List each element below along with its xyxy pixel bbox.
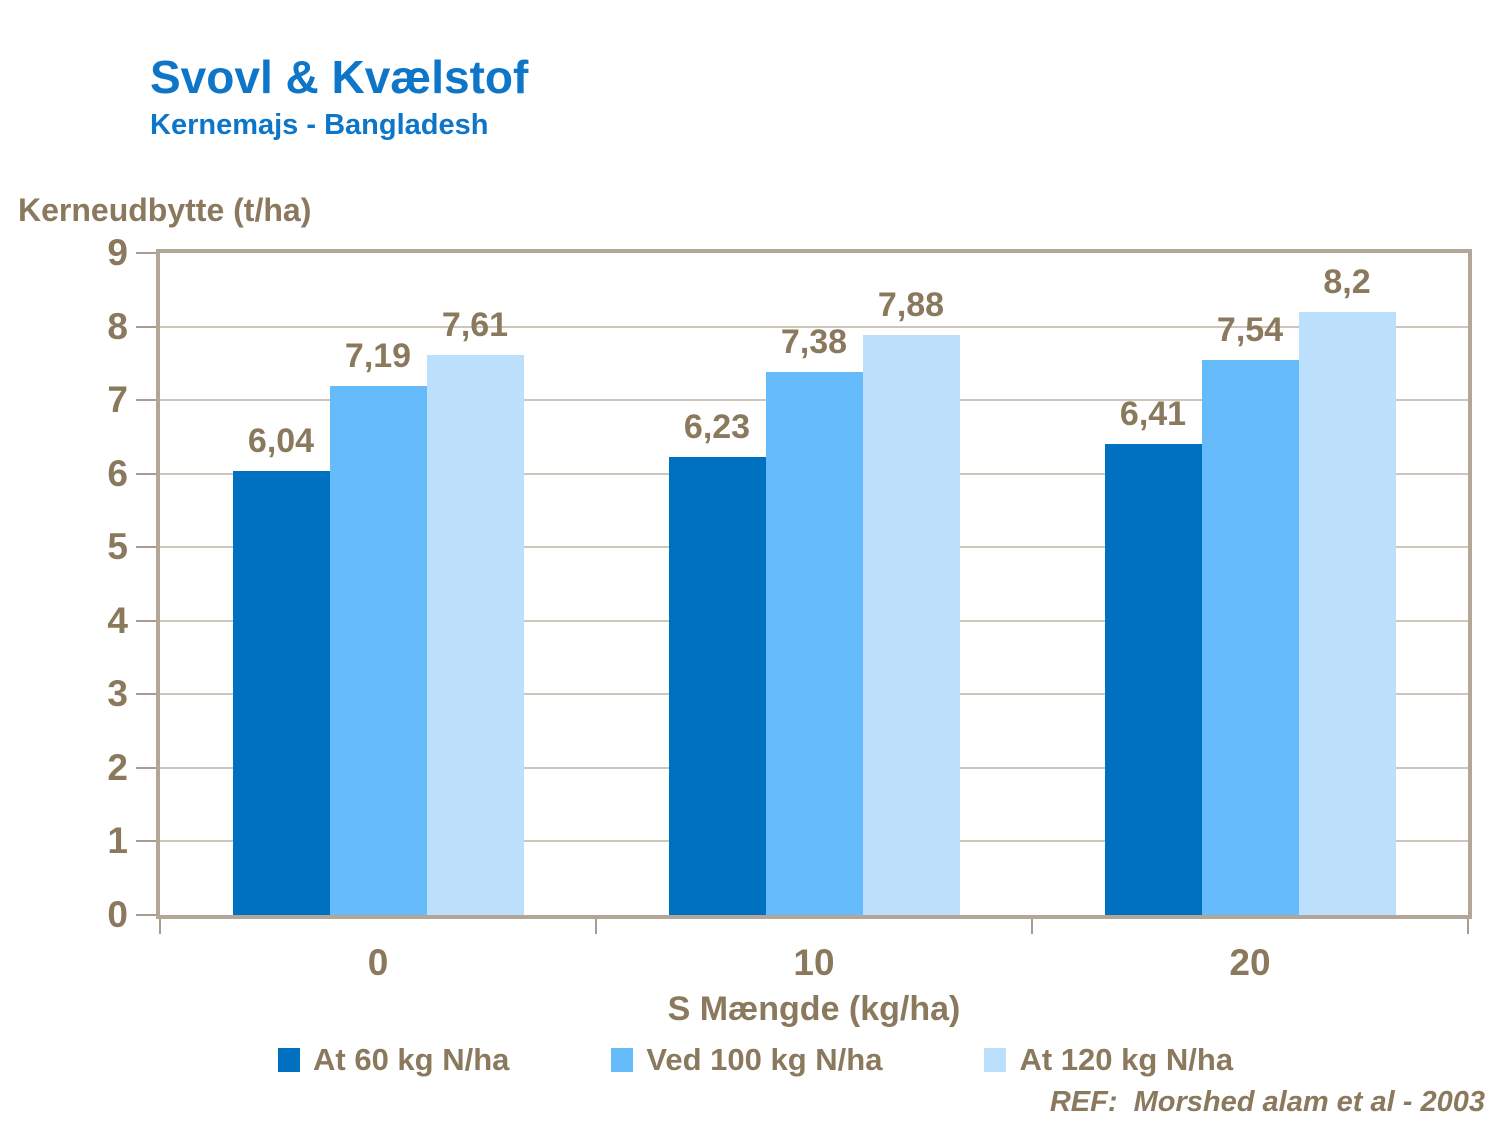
x-tick-mark bbox=[159, 919, 161, 934]
x-category-label: 10 bbox=[793, 942, 835, 983]
y-tick-mark bbox=[136, 546, 156, 549]
bar-20-Ved 100 kg N/ha bbox=[1201, 360, 1299, 915]
y-tick-mark bbox=[136, 766, 156, 769]
gridline bbox=[160, 325, 1468, 328]
y-tick-label: 2 bbox=[107, 746, 128, 788]
y-tick-label: 1 bbox=[107, 820, 128, 862]
legend-label: At 60 kg N/ha bbox=[313, 1042, 510, 1077]
bar-value-label: 8,2 bbox=[1323, 262, 1371, 301]
y-tick-label: 6 bbox=[107, 452, 128, 494]
y-axis-title: Kerneudbytte (t/ha) bbox=[18, 192, 312, 228]
x-tick-mark bbox=[1467, 919, 1469, 934]
y-tick-mark bbox=[136, 325, 156, 328]
y-tick-mark bbox=[136, 399, 156, 402]
bar-0-At 120 kg N/ha bbox=[426, 355, 524, 915]
x-tick-mark bbox=[1031, 919, 1033, 934]
plot-frame: 6,04 6,23 6,41 7,19 7,38 7,54 7,61 7,88 8,2 bbox=[156, 249, 1472, 919]
y-tick-label: 9 bbox=[107, 232, 128, 273]
bar-value-label: 7,61 bbox=[441, 306, 509, 345]
chart-title: Svovl & Kvælstof bbox=[150, 51, 529, 103]
title-block: Svovl & Kvælstof Kernemajs - Bangladesh bbox=[150, 52, 528, 142]
bar-value-label: 7,88 bbox=[877, 286, 945, 325]
x-category-label: 20 bbox=[1229, 942, 1271, 983]
reference-note: REF: Morshed alam et al - 2003 bbox=[1049, 1086, 1485, 1118]
y-tick-mark bbox=[136, 619, 156, 622]
y-tick-mark bbox=[136, 472, 156, 475]
legend-label: At 120 kg N/ha bbox=[1019, 1042, 1234, 1077]
y-tick-mark bbox=[136, 914, 156, 916]
bar-10-Ved 100 kg N/ha bbox=[765, 372, 863, 915]
y-tick-label: 4 bbox=[107, 599, 128, 641]
legend-label: Ved 100 kg N/ha bbox=[646, 1042, 883, 1077]
bar-value-label: 7,54 bbox=[1216, 311, 1284, 350]
bar-0-At 60 kg N/ha bbox=[232, 470, 330, 915]
bar-0-Ved 100 kg N/ha bbox=[329, 386, 427, 915]
x-tick-mark bbox=[595, 919, 597, 934]
y-tick-label: 5 bbox=[107, 526, 128, 568]
bar-20-At 120 kg N/ha bbox=[1298, 311, 1396, 915]
bar-10-At 120 kg N/ha bbox=[862, 335, 960, 915]
bar-value-label: 6,04 bbox=[247, 421, 315, 460]
plot-area: 6,04 6,23 6,41 7,19 7,38 7,54 7,61 7,88 8,2 bbox=[160, 253, 1468, 915]
y-tick-label: 8 bbox=[107, 305, 128, 347]
y-tick-label: 3 bbox=[107, 673, 128, 715]
legend-item: At 60 kg N/ha bbox=[278, 1042, 509, 1078]
bar-value-label: 7,38 bbox=[780, 323, 848, 362]
y-tick-mark bbox=[136, 693, 156, 696]
bar-10-At 60 kg N/ha bbox=[668, 456, 766, 915]
bar-value-label: 7,19 bbox=[344, 337, 412, 376]
x-axis-title: S Mængde (kg/ha) bbox=[667, 990, 961, 1028]
chart-subtitle: Kernemajs - Bangladesh bbox=[150, 108, 489, 141]
y-tick-mark bbox=[136, 252, 156, 254]
legend-swatch bbox=[611, 1048, 634, 1072]
legend-item: Ved 100 kg N/ha bbox=[611, 1042, 882, 1078]
legend-item: At 120 kg N/ha bbox=[984, 1042, 1233, 1078]
bar-20-At 60 kg N/ha bbox=[1104, 443, 1202, 915]
y-tick-label: 0 bbox=[107, 894, 128, 935]
bar-value-label: 6,23 bbox=[683, 407, 751, 446]
legend: At 60 kg N/ha Ved 100 kg N/ha At 120 kg N/… bbox=[278, 1042, 1335, 1078]
y-tick-label: 7 bbox=[107, 379, 128, 421]
bar-value-label: 6,41 bbox=[1119, 394, 1187, 433]
legend-swatch bbox=[278, 1048, 300, 1072]
legend-swatch bbox=[984, 1048, 1007, 1072]
x-category-label: 0 bbox=[367, 942, 389, 983]
y-tick-mark bbox=[136, 840, 156, 843]
